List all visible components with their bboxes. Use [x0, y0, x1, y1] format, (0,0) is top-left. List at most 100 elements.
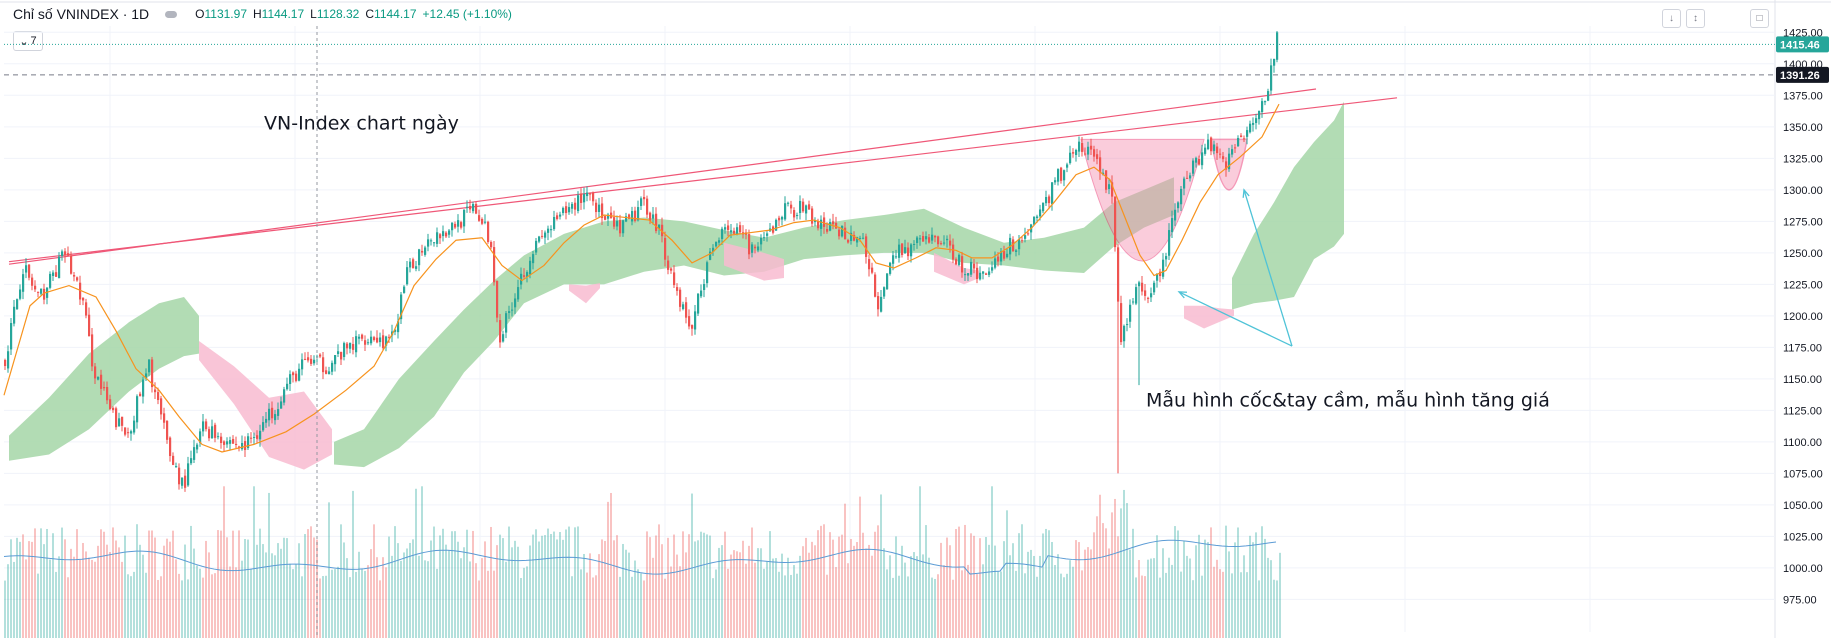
arrow-line [1243, 189, 1293, 347]
volume-bar [73, 556, 75, 638]
candle-body [541, 235, 544, 237]
volume-bar [82, 542, 84, 638]
candle-body [1081, 143, 1084, 152]
volume-bar [1177, 530, 1179, 638]
candle-body [1159, 271, 1162, 277]
moving-average-line [3, 103, 1280, 453]
candle-body [1003, 251, 1006, 259]
fullscreen-icon[interactable]: □ [1750, 9, 1769, 28]
volume-bar [832, 539, 834, 638]
volume-bar [490, 526, 492, 638]
volume-bar [766, 561, 768, 638]
candle-body [10, 323, 13, 350]
candle-body [442, 231, 445, 237]
volume-bar [1063, 577, 1065, 638]
volume-bar [610, 492, 612, 638]
volume-bar [16, 537, 18, 638]
candle-body [1048, 196, 1051, 204]
volume-bar [379, 580, 381, 638]
volume-bar [868, 544, 870, 638]
candle-body [784, 203, 787, 220]
candle-body [13, 306, 16, 324]
y-tick-label: 1025.00 [1783, 531, 1823, 543]
volume-bar [1003, 541, 1005, 638]
cloud-bear [1184, 305, 1234, 329]
close-value: 1144.17 [374, 7, 417, 21]
candle-body [514, 298, 517, 308]
volume-bar [46, 528, 48, 638]
candle-body [346, 343, 349, 349]
volume-bar [472, 530, 474, 638]
candle-body [1006, 253, 1009, 258]
candle-body [319, 354, 322, 357]
candle-body [928, 237, 931, 243]
volume-bar [637, 569, 639, 638]
candle-body [814, 220, 817, 223]
candle-body [1051, 182, 1054, 205]
candle-body [739, 225, 742, 233]
cloud-bull [334, 177, 1174, 468]
collapse-icon[interactable]: ↕ [1686, 9, 1705, 28]
candle-body [754, 246, 757, 249]
volume-bar [319, 578, 321, 638]
volume-bar [883, 548, 885, 638]
volume-bar [25, 559, 27, 638]
candle-body [1147, 297, 1150, 299]
candle-body [751, 244, 754, 253]
volume-bar [169, 541, 171, 638]
candle-body [136, 396, 139, 423]
candle-body [409, 261, 412, 268]
volume-bar [244, 539, 246, 638]
candle-body [1087, 146, 1090, 155]
candle-body [1123, 325, 1126, 342]
volume-bar [391, 555, 393, 638]
visibility-toggle-icon[interactable] [165, 10, 178, 18]
candle-body [121, 416, 124, 426]
volume-bar [1273, 579, 1275, 638]
volume-bar [220, 530, 222, 638]
candle-body [400, 294, 403, 320]
volume-bar [442, 528, 444, 638]
candle-body [808, 204, 811, 210]
symbol-title[interactable]: Chỉ số VNINDEX · 1D [13, 6, 150, 22]
arrow-down-icon[interactable]: ↓ [1662, 9, 1681, 28]
volume-bar [562, 539, 564, 638]
volume-bar [1027, 551, 1029, 638]
volume-bar [1222, 571, 1224, 638]
candle-body [1183, 178, 1186, 189]
candle-body [694, 311, 697, 330]
candle-body [235, 443, 238, 446]
candle-body [1012, 239, 1015, 252]
candle-body [451, 222, 454, 231]
indicators-toggle-button[interactable]: ⌄ 7 [13, 31, 43, 51]
volume-bar [985, 537, 987, 638]
volume-bar [754, 562, 756, 638]
last-price-label: 1415.46 [1780, 39, 1820, 51]
volume-bar [547, 528, 549, 638]
candle-body [865, 236, 868, 257]
candle-body [583, 194, 586, 203]
volume-bar [703, 532, 705, 638]
candle-body [1150, 293, 1153, 298]
volume-bar [931, 577, 933, 638]
candle-body [445, 232, 448, 237]
candle-body [574, 202, 577, 210]
volume-bar [121, 561, 123, 638]
volume-bar [1234, 542, 1236, 638]
volume-bar [1126, 503, 1128, 638]
volume-bar [1111, 512, 1113, 638]
candle-body [148, 359, 151, 373]
volume-bar [1117, 536, 1119, 638]
candle-body [1162, 259, 1165, 277]
volume-bar [571, 576, 573, 638]
candle-body [496, 280, 499, 318]
candle-body [361, 334, 364, 339]
candle-body [487, 221, 490, 242]
volume-bar [1150, 558, 1152, 638]
volume-bar [1030, 549, 1032, 638]
volume-bar [439, 535, 441, 638]
volume-bar [523, 567, 525, 638]
volume-bar [361, 568, 363, 638]
volume-bar [685, 552, 687, 638]
